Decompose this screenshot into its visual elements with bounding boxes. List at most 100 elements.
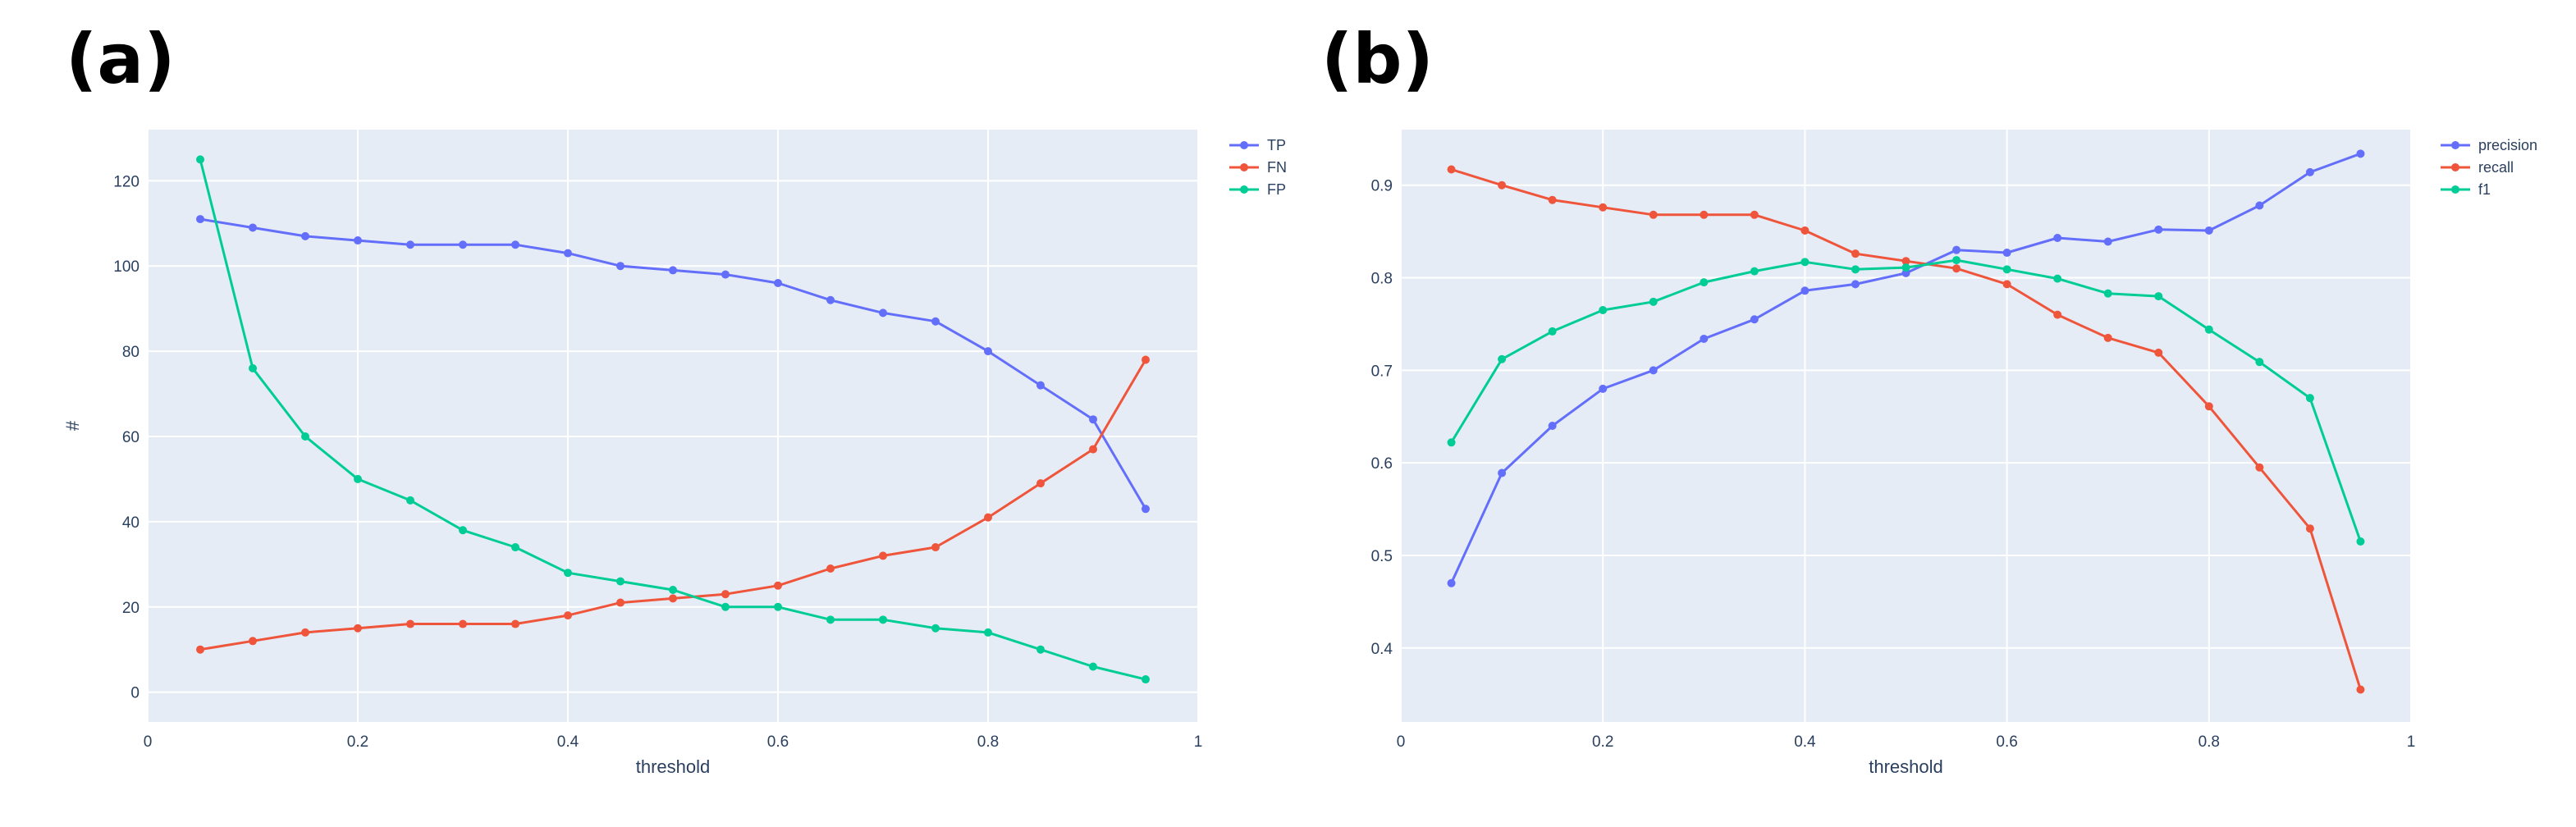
chart-a-y-tick-label: 20: [122, 600, 140, 617]
chart-b-series-recall-point: [2002, 280, 2011, 289]
chart-b-x-tick-label: 0.2: [1592, 733, 1613, 751]
chart-a-series-fp-point: [196, 155, 204, 164]
chart-a-series-fn-point: [826, 564, 835, 573]
chart-a-series-fp-point: [1142, 675, 1150, 684]
chart-b-series-precision-point: [1599, 384, 1608, 393]
chart-b-series-precision-point: [1649, 366, 1658, 375]
chart-b-y-tick-label: 0.9: [1371, 178, 1393, 195]
chart-a-series-fp-point: [301, 432, 309, 441]
chart-a-legend-label-fp: FP: [1267, 181, 1286, 198]
chart-b-series-recall-point: [1599, 203, 1608, 212]
chart-a-series-fp-point: [616, 577, 625, 586]
chart-a-series-fp-point: [1089, 662, 1097, 671]
chart-b-series-recall-point: [2204, 402, 2213, 411]
chart-b-series-f1-point: [2053, 274, 2062, 283]
chart-a-y-tick-label: 40: [122, 514, 140, 532]
chart-a-series-tp-point: [1089, 415, 1097, 424]
chart-a-series-fn-point: [931, 543, 940, 552]
chart-b-series-recall-point: [2356, 685, 2365, 694]
chart-a-legend-marker-fn: [1240, 163, 1248, 171]
chart-b-series-recall-point: [2305, 524, 2314, 533]
chart-b-series-f1-point: [1599, 305, 1608, 314]
chart-a-series-tp-point: [511, 240, 519, 249]
chart-a-series-fn-point: [564, 611, 572, 620]
chart-b-series-recall-point: [1447, 165, 1456, 174]
panel-label-a: (a): [66, 19, 176, 99]
chart-b-series-f1-point: [1800, 258, 1810, 267]
chart-b-legend-marker-f1: [2451, 185, 2459, 194]
chart-b-series-precision-point: [2154, 225, 2163, 234]
chart-a-series-fn-point: [616, 598, 625, 607]
chart-a-series-fn-point: [354, 624, 362, 633]
chart-a-y-axis-title: #: [62, 420, 83, 431]
chart-a-series-fn-point: [406, 619, 414, 628]
chart-a-x-tick-label: 0.4: [557, 733, 579, 751]
chart-b-series-f1-point: [1901, 263, 1910, 272]
chart-a-series-fp-point: [774, 602, 782, 611]
chart-a-series-tp-point: [1036, 381, 1045, 390]
chart-a-series-tp-point: [826, 295, 835, 304]
chart-b-y-tick-label: 0.6: [1371, 455, 1393, 473]
chart-b-series-recall-point: [1649, 210, 1658, 219]
chart-b-series-recall-point: [1548, 195, 1557, 204]
chart-b-series-precision-point: [2103, 237, 2112, 246]
chart-a-series-fn-point: [984, 513, 992, 522]
chart-b-series-recall-point: [1901, 257, 1910, 266]
chart-b-series-precision-point: [2204, 226, 2213, 235]
chart-b-series-precision-point: [1447, 578, 1456, 587]
chart-b-series-recall-point: [1700, 210, 1709, 219]
chart-b-series-f1-point: [1700, 278, 1709, 287]
chart-a-series-tp-point: [301, 231, 309, 240]
chart-b-series-recall-point: [1851, 249, 1860, 258]
panel-label-b: (b): [1321, 19, 1434, 99]
chart-b-y-tick-label: 0.4: [1371, 641, 1393, 658]
chart-a-y-tick-label: 0: [130, 685, 140, 702]
chart-b-y-tick-label: 0.7: [1371, 363, 1393, 380]
chart-a-y-tick-label: 80: [122, 344, 140, 361]
chart-a-series-fp-point: [1036, 645, 1045, 654]
chart-b-legend-label-f1: f1: [2478, 181, 2491, 198]
chart-a-series-fp-point: [984, 628, 992, 637]
chart-b-series-recall-point: [1952, 264, 1961, 273]
chart-b-series-precision-point: [1851, 280, 1860, 289]
chart-b-x-tick-label: 0.6: [1996, 733, 2017, 751]
chart-a-plot-background: [148, 130, 1198, 722]
chart-b-x-tick-label: 0: [1397, 733, 1406, 751]
chart-a-series-tp-point: [879, 308, 887, 318]
chart-a-legend-label-tp: TP: [1267, 137, 1286, 153]
chart-b-legend-marker-precision: [2451, 141, 2459, 149]
chart-a-legend-marker-tp: [1240, 141, 1248, 149]
chart-b-series-recall-point: [2255, 463, 2264, 472]
chart-a-series-tp-point: [406, 240, 414, 249]
chart-b-series-f1-point: [2154, 292, 2163, 301]
chart-b-x-axis-title: threshold: [1869, 756, 1943, 777]
chart-b-series-precision-point: [1548, 422, 1557, 430]
chart-b-legend-label-precision: precision: [2478, 137, 2537, 153]
chart-a-y-tick-label: 120: [113, 173, 140, 190]
chart-a-series-fn-point: [1036, 479, 1045, 488]
chart-b-series-f1-point: [2002, 265, 2011, 274]
chart-a-x-tick-label: 0.2: [347, 733, 368, 751]
chart-b-series-f1-point: [1649, 297, 1658, 306]
chart-b-series-precision-point: [1700, 334, 1709, 343]
chart-a-series-fp-point: [826, 615, 835, 624]
chart-b-series-precision-point: [2305, 167, 2314, 176]
chart-a-series-fn-point: [1089, 445, 1097, 454]
chart-b-legend-marker-recall: [2451, 163, 2459, 171]
chart-a-series-fn-point: [249, 637, 257, 646]
chart-b-series-precision-point: [2053, 233, 2062, 242]
chart-b-series-f1-point: [2305, 394, 2314, 403]
chart-b-series-f1-point: [1750, 267, 1759, 276]
chart-b-series-precision-point: [1750, 315, 1759, 324]
chart-a-x-tick-label: 0: [144, 733, 153, 751]
chart-a-series-fp-point: [459, 526, 467, 535]
chart-a-series-tp-point: [354, 236, 362, 245]
chart-b-series-f1-point: [2255, 358, 2264, 367]
chart-a-x-tick-label: 1: [1194, 733, 1203, 751]
chart-a-series-fn-point: [774, 581, 782, 590]
chart-b-series-recall-point: [1498, 180, 1507, 190]
chart-a-series-fp-point: [406, 496, 414, 505]
chart-a-series-fp-point: [249, 363, 257, 372]
chart-a-series-fp-point: [511, 543, 519, 552]
